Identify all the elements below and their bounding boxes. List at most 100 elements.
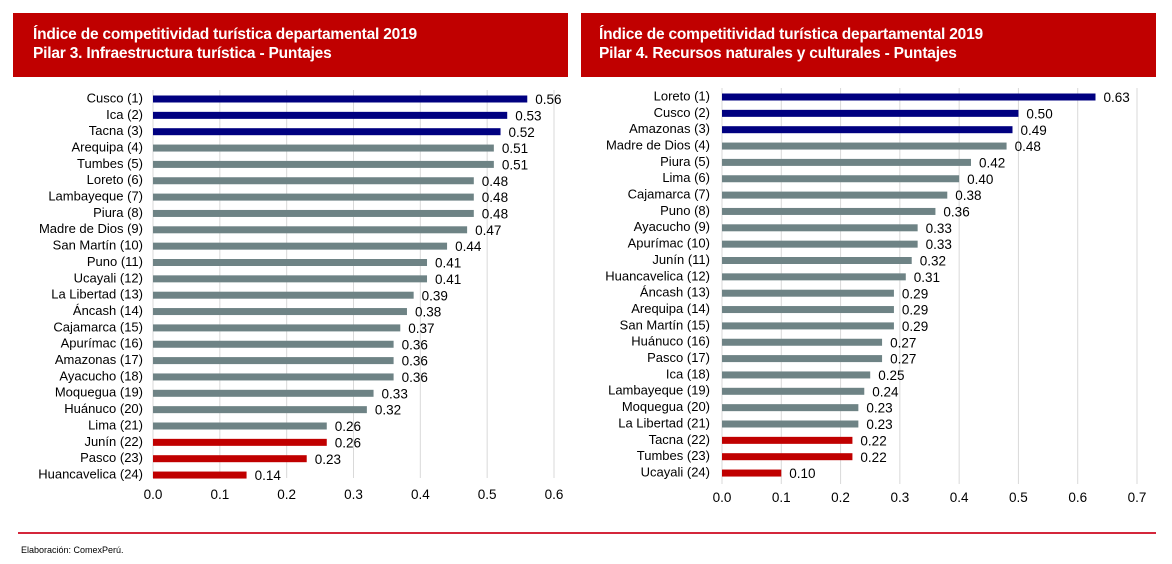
chart-title: Índice de competitividad turística depar… <box>599 26 983 43</box>
bar <box>722 371 871 379</box>
category-label: Arequipa (14) <box>631 301 710 316</box>
chart-header-pillar-3: Índice de competitividad turística depar… <box>13 13 568 77</box>
category-label: Apurímac (10) <box>628 236 710 251</box>
category-label: La Libertad (13) <box>51 287 143 302</box>
bar <box>153 160 494 168</box>
category-label: Cusco (2) <box>654 105 710 120</box>
bar <box>153 275 428 283</box>
bar <box>153 389 374 397</box>
category-label: Lima (6) <box>662 170 710 185</box>
bar <box>722 322 894 330</box>
bar <box>722 191 948 199</box>
data-label: 0.52 <box>509 125 535 140</box>
category-label: Ayacucho (9) <box>634 219 710 234</box>
chart-header-pillar-4: Índice de competitividad turística depar… <box>581 13 1156 77</box>
bar <box>722 240 918 248</box>
data-label: 0.26 <box>335 419 361 434</box>
data-label: 0.33 <box>926 237 952 252</box>
data-label: 0.48 <box>482 190 508 205</box>
bar <box>153 324 401 332</box>
bar <box>153 128 501 136</box>
chart-title: Índice de competitividad turística depar… <box>33 26 417 43</box>
data-label: 0.38 <box>955 188 981 203</box>
category-label: Moquegua (19) <box>55 385 143 400</box>
category-label: Lima (21) <box>88 417 143 432</box>
bar <box>722 453 853 461</box>
bar <box>153 193 474 201</box>
charts-canvas: 0.0 0.1 0.2 0.3 0.4 0.5 0.6 Cusco (1) 0.56 Ica (2… <box>38 88 1146 505</box>
category-label: Pasco (23) <box>80 450 143 465</box>
data-label: 0.42 <box>979 155 1005 170</box>
bar-chart-pillar-3: 0.0 0.1 0.2 0.3 0.4 0.5 0.6 Cusco (1) 0.56 Ica (2… <box>38 90 563 502</box>
category-label: Puno (11) <box>87 254 143 269</box>
data-label: 0.22 <box>860 450 886 465</box>
x-tick-label: 0.4 <box>411 487 430 502</box>
data-label: 0.22 <box>860 433 886 448</box>
data-label: 0.33 <box>926 221 952 236</box>
bar <box>722 126 1013 134</box>
data-label: 0.39 <box>422 288 448 303</box>
category-label: San Martín (15) <box>620 317 710 332</box>
data-label: 0.33 <box>382 386 408 401</box>
bar <box>153 242 448 250</box>
data-label: 0.48 <box>1015 139 1041 154</box>
bar <box>722 175 960 183</box>
data-label: 0.23 <box>315 452 341 467</box>
x-tick-label: 0.1 <box>772 490 791 505</box>
category-label: Tacna (22) <box>649 432 710 447</box>
bar <box>153 111 508 119</box>
bar <box>153 373 394 381</box>
category-label: Junín (22) <box>84 434 143 449</box>
bar <box>722 224 918 232</box>
data-label: 0.32 <box>920 254 946 269</box>
data-label: 0.36 <box>402 354 428 369</box>
category-label: Amazonas (17) <box>55 352 143 367</box>
bar <box>722 469 782 477</box>
bar <box>722 420 859 428</box>
data-label: 0.36 <box>402 370 428 385</box>
chart-subtitle: Pilar 4. Recursos naturales y culturales… <box>599 45 957 62</box>
data-label: 0.14 <box>255 468 282 483</box>
footer-divider <box>18 532 1156 534</box>
data-label: 0.63 <box>1104 90 1130 105</box>
data-label: 0.29 <box>902 303 928 318</box>
category-label: Huánuco (16) <box>631 334 710 349</box>
category-label: Apurímac (16) <box>61 336 143 351</box>
bar <box>153 291 414 299</box>
bar <box>722 257 912 264</box>
category-label: Lambayeque (19) <box>608 383 710 398</box>
x-tick-label: 0.4 <box>950 490 969 505</box>
category-label: Puno (8) <box>660 203 710 218</box>
bar <box>153 438 327 446</box>
data-label: 0.56 <box>535 92 561 107</box>
category-label: Cajamarca (15) <box>53 319 143 334</box>
data-label: 0.53 <box>515 108 541 123</box>
category-label: San Martín (10) <box>53 238 143 253</box>
bar-chart-pillar-4: 0.0 0.1 0.2 0.3 0.4 0.5 0.6 0.7 Loreto (1) 0.63 Cu… <box>605 88 1146 505</box>
data-label: 0.50 <box>1026 106 1052 121</box>
data-label: 0.26 <box>335 435 361 450</box>
data-label: 0.31 <box>914 270 940 285</box>
bar <box>722 273 906 281</box>
bar <box>153 259 428 266</box>
data-label: 0.32 <box>375 403 401 418</box>
data-label: 0.36 <box>402 337 428 352</box>
data-label: 0.41 <box>435 256 461 271</box>
x-tick-label: 0.5 <box>478 487 497 502</box>
category-label: Tacna (3) <box>89 123 143 138</box>
bar <box>722 142 1007 150</box>
bar <box>153 455 307 463</box>
x-tick-label: 0.6 <box>1068 490 1087 505</box>
bar <box>722 387 865 395</box>
x-tick-label: 0.1 <box>210 487 229 502</box>
x-tick-label: 0.3 <box>890 490 909 505</box>
bar <box>722 109 1019 117</box>
category-label: Huancavelica (24) <box>38 466 143 481</box>
bar <box>722 158 971 166</box>
bar <box>722 436 853 444</box>
data-label: 0.27 <box>890 335 916 350</box>
category-label: Amazonas (3) <box>629 121 710 136</box>
chart-subtitle: Pilar 3. Infraestructura turística - Pun… <box>33 45 332 62</box>
category-label: Piura (5) <box>660 154 710 169</box>
category-label: Ica (2) <box>106 107 143 122</box>
